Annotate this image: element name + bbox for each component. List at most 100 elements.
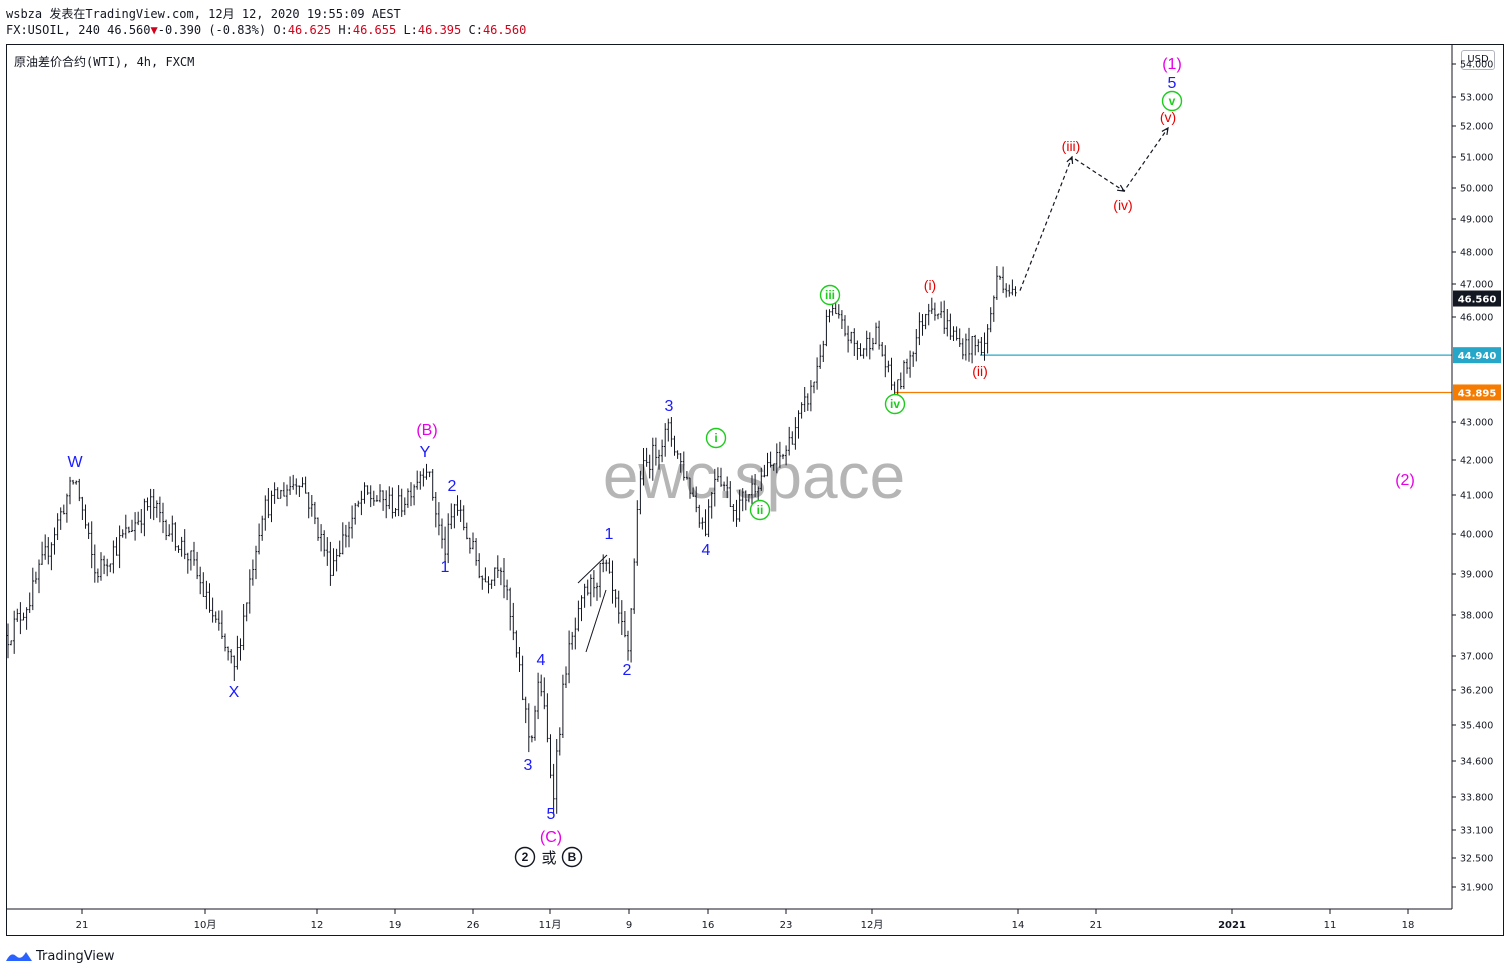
time-tick-label: 12月 bbox=[861, 919, 884, 931]
projection-path bbox=[1019, 127, 1169, 291]
time-tick-label: 11 bbox=[1324, 920, 1337, 931]
time-tick-label: 2021 bbox=[1218, 920, 1246, 931]
wave-label-blue: Y bbox=[420, 444, 431, 461]
wave-label-blue: 4 bbox=[537, 652, 546, 669]
wave-label-green: iii bbox=[819, 284, 841, 306]
wave-label-green: v bbox=[1161, 90, 1183, 112]
wave-label-magenta: (1) bbox=[1162, 56, 1182, 73]
time-tick-label: 19 bbox=[389, 920, 402, 931]
price-tag-label: 43.895 bbox=[1458, 388, 1497, 399]
projection-arrowhead bbox=[1161, 126, 1169, 136]
price-tick-label: 46.000 bbox=[1460, 313, 1493, 324]
price-tick-label: 31.900 bbox=[1460, 883, 1493, 894]
price-tick-label: 41.000 bbox=[1460, 491, 1493, 502]
header-publisher-line: wsbza 发表在TradingView.com, 12月 12, 2020 1… bbox=[6, 7, 401, 21]
label-circle bbox=[819, 284, 841, 306]
price-tick-label: 50.000 bbox=[1460, 184, 1493, 195]
price-tick-label: 34.600 bbox=[1460, 757, 1493, 768]
label-circle bbox=[884, 393, 906, 415]
label-text: ii bbox=[757, 503, 764, 517]
wave-label-red: (iii) bbox=[1062, 138, 1081, 154]
wave-label-magenta: (B) bbox=[416, 422, 437, 439]
header-ohlc-line: FX:USOIL, 240 46.560▼-0.390 (-0.83%) O:4… bbox=[6, 23, 526, 37]
time-tick-label: 21 bbox=[76, 920, 89, 931]
price-change: -0.390 (-0.83%) bbox=[157, 23, 267, 37]
price-tick-label: 54.000 bbox=[1460, 60, 1493, 71]
price-tick-label: 35.400 bbox=[1460, 721, 1493, 732]
price-tick-label: 36.200 bbox=[1460, 686, 1493, 697]
label-text: iii bbox=[825, 288, 835, 302]
wave-label-red: (iv) bbox=[1113, 197, 1132, 213]
symbol-interval: FX:USOIL, 240 bbox=[6, 23, 100, 37]
price-tick-label: 40.000 bbox=[1460, 530, 1493, 541]
alt-count-label: 2 bbox=[514, 846, 536, 868]
projection-arrowhead bbox=[1116, 184, 1126, 192]
wave-label-blue: 1 bbox=[441, 559, 450, 576]
price-axis[interactable]: 54.000 53.000 52.000 51.000 50.000 49.000 48.0… bbox=[1451, 44, 1493, 909]
alt-count-label: B bbox=[561, 846, 583, 868]
price-tag bbox=[1453, 384, 1501, 401]
wave-label-blue: 5 bbox=[1168, 75, 1177, 92]
high-label: H: bbox=[338, 23, 353, 37]
wave-label-blue: W bbox=[67, 454, 83, 471]
time-tick-label: 26 bbox=[467, 920, 480, 931]
time-tick-label: 16 bbox=[702, 920, 715, 931]
alt-count-connector: 或 bbox=[541, 850, 556, 867]
price-tick-label: 42.000 bbox=[1460, 456, 1493, 467]
price-tick-label: 32.500 bbox=[1460, 854, 1493, 865]
wave-labels: WXY1234512345(B)(C)(1)(2)iiiiiiivv(i)(ii… bbox=[67, 56, 1415, 868]
wave-label-blue: 5 bbox=[547, 806, 556, 823]
time-tick-label: 11月 bbox=[539, 919, 562, 931]
time-tick-label: 21 bbox=[1090, 920, 1103, 931]
high-value: 46.655 bbox=[352, 23, 397, 37]
time-tick-label: 23 bbox=[780, 920, 793, 931]
label-text: B bbox=[568, 850, 577, 864]
price-tag bbox=[1453, 347, 1501, 364]
wave-label-blue: 3 bbox=[524, 757, 533, 774]
wave-label-blue: 2 bbox=[448, 478, 457, 495]
label-circle bbox=[514, 846, 536, 868]
wave-label-red: (v) bbox=[1160, 109, 1176, 125]
label-text: iv bbox=[890, 397, 900, 411]
label-circle bbox=[561, 846, 583, 868]
wave-label-green: i bbox=[705, 427, 727, 449]
chart-symbol-title: 原油差价合约(WTI), 4h, FXCM bbox=[14, 55, 195, 69]
wave-label-blue: 4 bbox=[702, 542, 711, 559]
low-label: L: bbox=[403, 23, 418, 37]
time-tick-label: 10月 bbox=[194, 919, 217, 931]
wave-label-green: ii bbox=[749, 499, 771, 521]
time-axis[interactable]: 21 10月 12 19 26 11月 9 16 23 12月 14 21 2021 11 18 bbox=[6, 908, 1452, 931]
currency-button[interactable]: USD bbox=[1461, 50, 1495, 70]
time-tick-label: 12 bbox=[311, 920, 324, 931]
tradingview-logo-icon bbox=[6, 952, 32, 961]
time-tick-label: 14 bbox=[1012, 920, 1025, 931]
chart-pane[interactable] bbox=[6, 44, 1504, 936]
label-text: 2 bbox=[522, 850, 529, 864]
price-tick-label: 43.000 bbox=[1460, 418, 1493, 429]
label-circle bbox=[749, 499, 771, 521]
price-tick-label: 48.000 bbox=[1460, 248, 1493, 259]
label-circle bbox=[705, 427, 727, 449]
watermark: ewc.space bbox=[603, 440, 905, 512]
drawing-lines bbox=[577, 126, 1169, 653]
wave-label-magenta: (2) bbox=[1395, 472, 1415, 489]
price-tag bbox=[1453, 290, 1501, 307]
wave-label-magenta: (C) bbox=[540, 829, 562, 846]
wave-label-red: (ii) bbox=[972, 363, 988, 379]
wave-label-blue: X bbox=[229, 684, 240, 701]
open-value: 46.625 bbox=[287, 23, 332, 37]
down-arrow-icon: ▼ bbox=[150, 23, 158, 37]
time-tick-label: 9 bbox=[626, 920, 632, 931]
price-tick-label: 53.000 bbox=[1460, 93, 1493, 104]
price-tags: 46.560 44.940 43.895 bbox=[1453, 290, 1501, 401]
open-label: O: bbox=[273, 23, 288, 37]
time-tick-label: 18 bbox=[1402, 920, 1415, 931]
price-tag-label: 46.560 bbox=[1458, 295, 1497, 306]
footer-branding[interactable]: TradingView bbox=[6, 946, 115, 966]
label-text: i bbox=[714, 431, 717, 445]
price-tick-label: 51.000 bbox=[1460, 153, 1493, 164]
wave-label-green: iv bbox=[884, 393, 906, 415]
price-tick-label: 33.800 bbox=[1460, 793, 1493, 804]
last-price: 46.560 bbox=[107, 23, 151, 37]
